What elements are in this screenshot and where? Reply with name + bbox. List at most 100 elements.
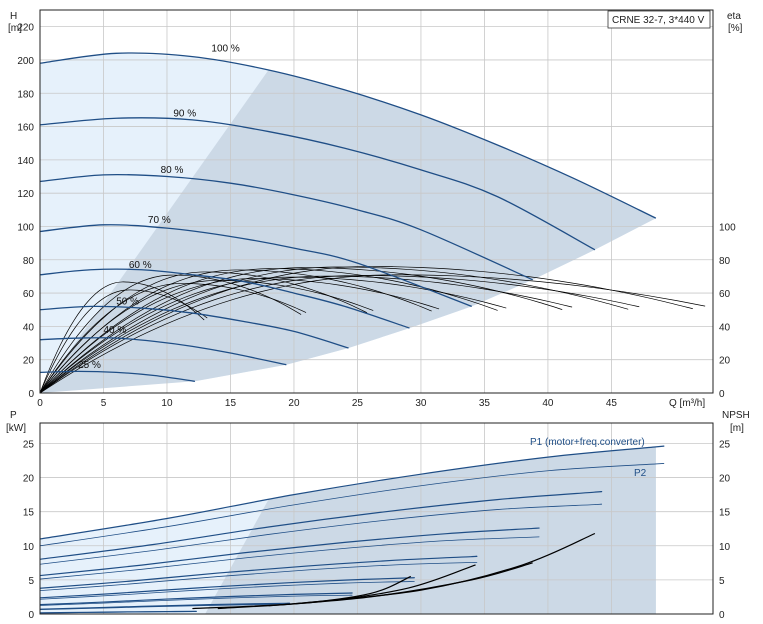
p-tick-label: 15 [23,508,35,519]
speed-label: 70 % [148,215,171,226]
efficiency-curve [39,281,205,394]
efficiency-curve [39,274,302,394]
power-region [40,446,656,614]
operating-region [40,53,656,394]
efficiency-curve [39,271,368,394]
p1-power-curve [39,445,665,540]
npsh-axis-unit: [m] [730,423,744,434]
efficiency-curve [39,275,573,394]
speed-label: 40 % [103,325,126,336]
p2-power-curve [39,594,353,606]
efficiency-curve [39,267,563,394]
speed-labels: 100 % 90 % 80 % 70 % 60 % 50 % 40 % 25 % [78,44,240,371]
p1-power-curve [39,555,478,589]
head-curve [39,370,196,382]
y-tick-label: 180 [17,89,34,100]
eta-axis-label: eta [727,11,741,22]
head-efficiency-plot: 0 5 10 15 20 25 30 35 40 45 0 20 40 60 80 100 120 140 160 1… [17,9,736,409]
q-axis-label: Q [m³/h] [669,398,705,409]
y-tick-label: 120 [17,189,34,200]
npsh-axis-label: NPSH [722,410,750,421]
x-tick-label: 45 [606,398,618,409]
speed-label: 100 % [211,44,239,55]
npsh-tick-label: 10 [719,542,731,553]
npsh-curves [192,532,596,610]
head-curve [39,173,533,281]
h-axis-label: H [10,11,17,22]
p-tick-label: 5 [28,576,34,587]
speed-label: 90 % [173,109,196,120]
y-tick-label: 80 [23,256,35,267]
head-curves [39,52,657,382]
top-plot-frame [39,9,714,394]
p2-power-curve [39,463,665,547]
p-tick-label: 0 [28,610,34,621]
x-tick-label: 40 [542,398,554,409]
head-curve [39,224,472,308]
p1-power-curve [39,490,603,560]
p2-power-curve [39,503,603,565]
x-tick-label: 15 [225,398,237,409]
x-tick-label: 10 [161,398,173,409]
x-tick-label: 30 [415,398,427,409]
operating-region-dark [40,69,656,394]
y2-tick-label: 60 [719,289,731,300]
head-curve [39,117,596,251]
y-tick-label: 140 [17,156,34,167]
x-tick-label: 5 [101,398,107,409]
y2-tick-label: 20 [719,356,731,367]
y-tick-label: 0 [28,389,34,400]
speed-label: 60 % [129,260,152,271]
p-tick-label: 10 [23,542,35,553]
x-tick-label: 0 [37,398,43,409]
top-tick-labels: 0 5 10 15 20 25 30 35 40 45 0 20 40 60 80 100 120 140 160 1… [17,23,736,409]
y2-tick-label: 100 [719,222,736,233]
x-tick-label: 20 [288,398,300,409]
npsh-tick-label: 5 [719,576,725,587]
bottom-tick-labels: 0 5 10 15 20 25 0 5 10 15 20 25 [23,439,731,621]
p2-power-curve [39,611,197,614]
y2-tick-label: 0 [719,389,725,400]
speed-label: 25 % [78,360,101,371]
model-title-box: CRNE 32-7, 3*440 V [607,10,711,29]
eta-axis-unit: [%] [728,23,743,34]
h-axis-unit: [m] [8,23,22,34]
p2-power-curve [39,561,478,591]
p2-power-curve [39,536,540,580]
y-tick-label: 40 [23,322,35,333]
power-region-dark [205,446,656,614]
efficiency-curve [39,280,374,394]
y-tick-label: 160 [17,123,34,134]
npsh-tick-label: 0 [719,610,725,621]
p1-power-curve [39,592,353,606]
y-tick-label: 200 [17,56,34,67]
y2-tick-label: 80 [719,256,731,267]
npsh-curve [217,564,476,610]
p-axis-unit: [kW] [6,423,26,434]
p1-power-curve [39,577,415,599]
npsh-tick-label: 20 [719,474,731,485]
model-title: CRNE 32-7, 3*440 V [612,15,705,26]
bottom-plot-frame [39,422,714,615]
p1-curve-label: P1 (motor+freq.converter) [530,437,645,448]
p1-power-curve [39,602,291,610]
p1-power-curve [39,527,540,577]
p2-curve-label: P2 [634,468,647,479]
power-curves [39,445,665,614]
efficiency-curve [39,283,307,394]
y-tick-label: 100 [17,222,34,233]
y2-tick-label: 40 [719,322,731,333]
x-tick-label: 25 [352,398,364,409]
head-curve [39,337,287,366]
npsh-curve [293,532,596,605]
p-axis-label: P [10,410,17,421]
p2-power-curve [39,581,415,600]
head-curve [39,52,657,219]
speed-label: 50 % [116,297,139,308]
efficiency-curve [39,266,629,394]
p-tick-label: 25 [23,439,35,450]
efficiency-curve [39,278,440,394]
y-tick-label: 20 [23,356,35,367]
top-gridlines [40,10,713,393]
